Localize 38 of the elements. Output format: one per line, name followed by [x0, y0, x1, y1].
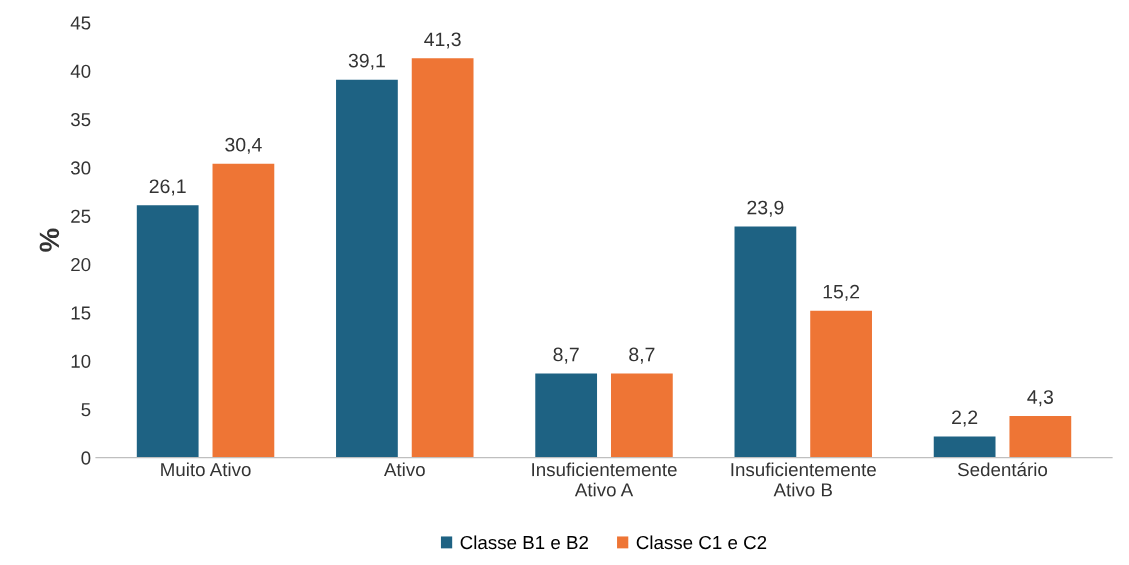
data-label: 15,2 [823, 284, 860, 301]
legend-label: Classe B1 e B2 [460, 535, 588, 550]
data-label: 39,1 [348, 53, 385, 70]
data-label: 26,1 [149, 179, 186, 196]
data-label: 4,3 [1027, 390, 1053, 407]
bar [136, 205, 199, 458]
x-tick-label: Muito Ativo [161, 462, 251, 477]
data-label: 30,4 [225, 137, 262, 154]
y-tick-label: 0 [81, 451, 91, 465]
bar [933, 436, 996, 458]
y-tick-label: 20 [71, 258, 91, 272]
bar [610, 373, 673, 458]
y-tick-label: 30 [70, 161, 91, 175]
y-tick-label: 5 [81, 403, 91, 417]
legend-label: Classe C1 e C2 [636, 535, 767, 550]
y-tick-label: 10 [71, 354, 91, 368]
data-label: 2,2 [952, 410, 978, 427]
bar [336, 79, 398, 458]
x-tick-label: Insuficientemente Ativo A [532, 462, 677, 497]
bar [411, 58, 474, 458]
y-tick-label: 45 [70, 16, 91, 30]
y-tick-label: 25 [71, 209, 91, 223]
y-tick-label: 40 [70, 64, 91, 78]
bar [212, 163, 275, 458]
bar [1009, 416, 1072, 458]
bar [535, 373, 598, 458]
x-tick-label: Sedentário [958, 462, 1048, 477]
data-label: 8,7 [553, 347, 579, 364]
data-label: 8,7 [629, 347, 655, 364]
bar [734, 226, 797, 458]
y-tick-label: 15 [71, 306, 91, 320]
data-label: 41,3 [424, 32, 461, 49]
x-tick-label: Insuficientemente Ativo B [731, 462, 876, 497]
bar [810, 310, 872, 458]
y-tick-label: 35 [70, 112, 91, 127]
data-label: 23,9 [747, 200, 784, 217]
x-tick-label: Ativo [383, 462, 425, 477]
y-axis-title: % [39, 228, 60, 252]
